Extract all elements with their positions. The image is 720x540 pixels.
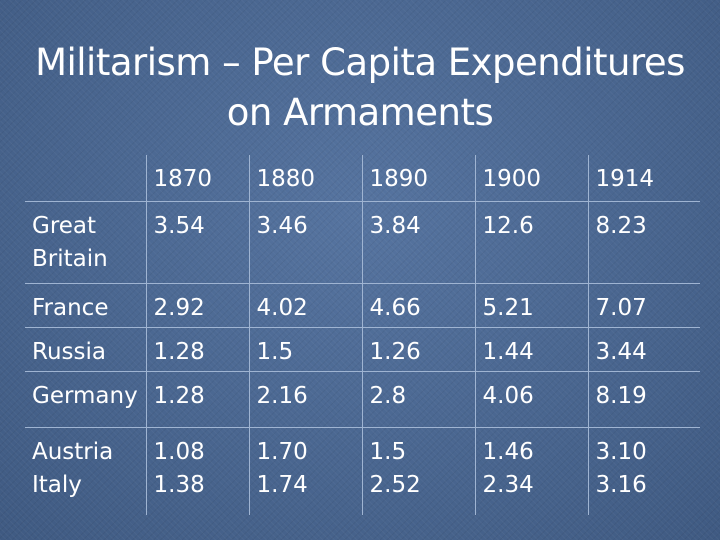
header-cell-1870: 1870 (145, 155, 249, 201)
value-cell: 1.44 (474, 326, 588, 371)
slide-title: Militarism – Per Capita Expenditures on … (0, 38, 720, 138)
value-cell: 1.74 (248, 468, 362, 515)
value-cell: 12.6 (474, 200, 588, 283)
value-cell: 1.28 (145, 370, 249, 427)
value-cell: 3.54 (145, 200, 249, 283)
value-cell: 3.44 (587, 326, 700, 371)
value-cell: 1.38 (145, 468, 249, 515)
value-cell: 4.06 (474, 370, 588, 427)
value-cell: 2.52 (361, 468, 475, 515)
value-cell: 7.07 (587, 282, 700, 327)
value-cell: 1.28 (145, 326, 249, 371)
header-cell-1880: 1880 (248, 155, 362, 201)
country-cell: Russia (25, 326, 146, 371)
country-cell: Italy (32, 471, 82, 498)
value-cell: 8.23 (587, 200, 700, 283)
value-cell: 8.19 (587, 370, 700, 427)
expenditure-table: 1870 1880 1890 1900 1914 Great Britain 3… (25, 155, 700, 515)
country-cell: Great Britain (25, 200, 146, 283)
value-cell: 1.5 (248, 326, 362, 371)
table-row: Italy 1.38 1.74 2.52 2.34 3.16 (25, 468, 700, 515)
table-row: Germany 1.28 2.16 2.8 4.06 8.19 (25, 370, 700, 427)
value-cell: 1.26 (361, 326, 475, 371)
table-row: Great Britain 3.54 3.46 3.84 12.6 8.23 (25, 200, 700, 283)
value-cell: 1.08 (145, 426, 249, 469)
header-cell-1914: 1914 (587, 155, 700, 201)
table-header-row: 1870 1880 1890 1900 1914 (25, 155, 700, 201)
value-cell: 4.02 (248, 282, 362, 327)
value-cell: 1.5 (361, 426, 475, 469)
header-cell-empty (25, 155, 146, 201)
value-cell: 1.46 (474, 426, 588, 469)
value-cell: 2.34 (474, 468, 588, 515)
table-row: France 2.92 4.02 4.66 5.21 7.07 (25, 282, 700, 327)
value-cell: 3.46 (248, 200, 362, 283)
expenditure-table-container: 1870 1880 1890 1900 1914 Great Britain 3… (25, 155, 700, 515)
header-cell-1890: 1890 (361, 155, 475, 201)
value-cell: 4.66 (361, 282, 475, 327)
value-cell: 2.92 (145, 282, 249, 327)
header-cell-1900: 1900 (474, 155, 588, 201)
value-cell: 2.16 (248, 370, 362, 427)
value-cell: 1.70 (248, 426, 362, 469)
country-cell: Austria (25, 426, 146, 469)
value-cell: 5.21 (474, 282, 588, 327)
table-row: Austria 1.08 1.70 1.5 1.46 3.10 (25, 426, 700, 469)
value-cell: 3.10 (587, 426, 700, 469)
slide-title-line-1: Militarism – Per Capita Expenditures (35, 41, 685, 84)
country-cell: Germany (25, 370, 146, 427)
country-cell: France (25, 282, 146, 327)
value-cell: 2.8 (361, 370, 475, 427)
table-row: Russia 1.28 1.5 1.26 1.44 3.44 (25, 326, 700, 371)
value-cell: 3.84 (361, 200, 475, 283)
value-cell: 3.16 (587, 468, 700, 515)
slide-title-line-2: on Armaments (226, 91, 494, 134)
